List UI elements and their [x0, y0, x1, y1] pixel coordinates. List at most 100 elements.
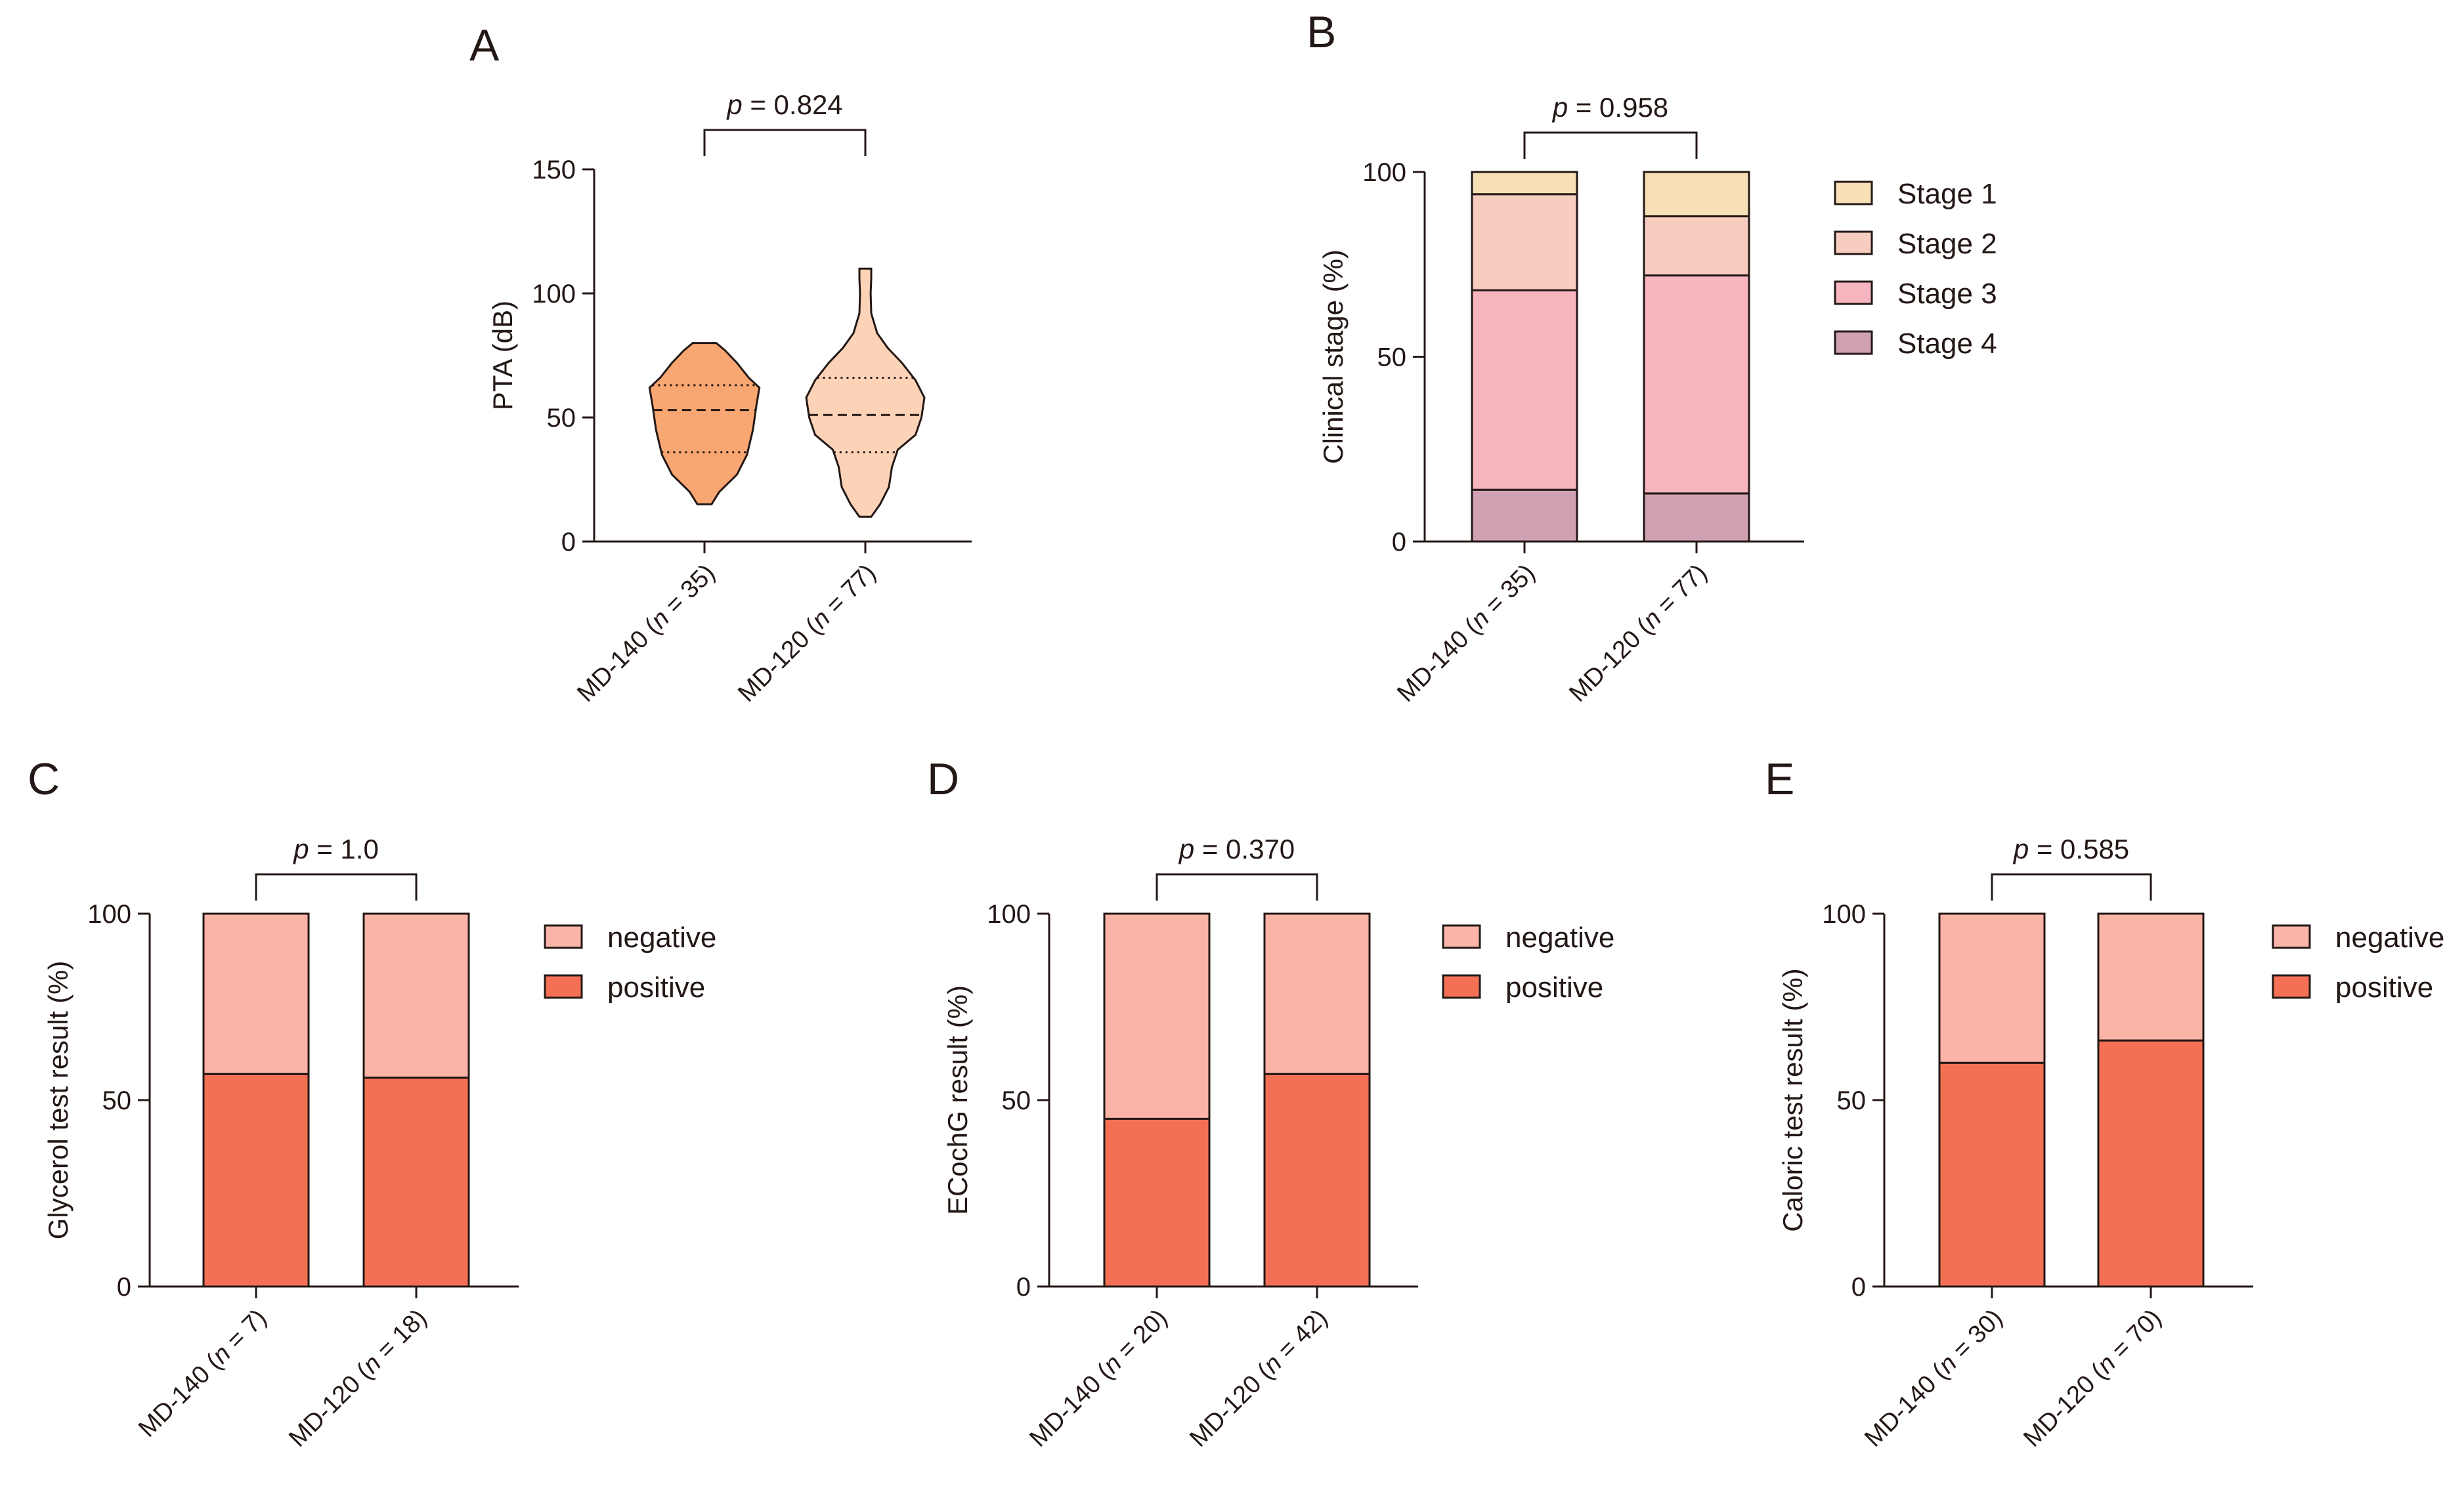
- y-tick-label: 100: [1362, 158, 1406, 187]
- category-suffix: = 42): [1268, 1304, 1333, 1369]
- bar-segment-stage-2: [1643, 215, 1750, 277]
- y-tick-label: 50: [547, 404, 576, 433]
- bar-segment-negative: [1103, 912, 1211, 1120]
- significance-bracket: [1523, 131, 1698, 159]
- y-tick-label: 100: [987, 900, 1031, 929]
- legend-label: Stage 1: [1897, 178, 1997, 210]
- bar-segment-negative: [1938, 912, 2046, 1064]
- bar-segment-stage-1: [1471, 171, 1578, 196]
- x-category-label: MD-120 (n = 77): [733, 559, 881, 708]
- legend-swatch-positive: [2272, 974, 2311, 999]
- y-tick-label: 0: [1392, 528, 1406, 557]
- panel-b: B 0 50 100 Clinical stage (%) MD-140 (n = 35)…: [1307, 7, 1997, 708]
- violin-md-120: [805, 267, 926, 518]
- y-tick-label: 100: [532, 280, 576, 309]
- y-axis-title: Glycerol test result (%): [43, 961, 74, 1240]
- significance-bracket: [1156, 873, 1318, 901]
- category-suffix: = 18): [367, 1304, 432, 1369]
- y-axis-title: Caloric test result (%): [1777, 968, 1808, 1231]
- bar-segment-stage-3: [1471, 289, 1578, 491]
- category-prefix: MD-140 (: [572, 614, 665, 708]
- bar-segment-stage-2: [1471, 193, 1578, 291]
- bar-segment-positive: [362, 1076, 470, 1288]
- p-symbol: p: [1551, 92, 1568, 123]
- bar-segment-stage-1: [1643, 171, 1750, 218]
- legend-label: positive: [1505, 971, 1603, 1004]
- violin-md-140: [648, 342, 761, 505]
- category-prefix: MD-120 (: [284, 1359, 377, 1453]
- y-tick-label: 0: [1851, 1273, 1866, 1302]
- legend-label: Stage 4: [1897, 328, 1997, 360]
- bar-segment-stage-4: [1643, 492, 1750, 543]
- legend-swatch-positive: [1442, 974, 1481, 999]
- category-prefix: MD-140 (: [1024, 1359, 1117, 1453]
- legend-swatch-negative: [1442, 924, 1481, 949]
- panel-letter: B: [1307, 7, 1336, 57]
- y-axis-title: PTA (dB): [487, 301, 518, 410]
- bar-segment-positive: [1103, 1117, 1211, 1288]
- y-tick-label: 50: [1002, 1086, 1031, 1115]
- y-axis-title: ECochG result (%): [942, 985, 973, 1215]
- x-category-label: MD-140 (n = 30): [1859, 1304, 2008, 1453]
- y-tick-label: 0: [1016, 1273, 1031, 1302]
- p-symbol: p: [292, 834, 309, 864]
- y-tick-label: 100: [87, 900, 131, 929]
- legend-label: Stage 3: [1897, 278, 1997, 310]
- bar-segment-positive: [2097, 1039, 2205, 1288]
- category-suffix: = 30): [1943, 1304, 2008, 1369]
- panel-e: E 0 50 100 Caloric test result (%) MD-140 (n …: [1765, 754, 2444, 1453]
- legend-label: positive: [2335, 971, 2433, 1004]
- y-tick-label: 0: [117, 1273, 131, 1302]
- panel-letter: E: [1765, 754, 1794, 804]
- category-suffix: = 77): [816, 559, 881, 624]
- y-tick-label: 50: [1837, 1086, 1867, 1115]
- bar-segment-positive: [1263, 1073, 1371, 1288]
- panel-d: D 0 50 100 ECochG result (%) MD-140 (n = 20)M…: [927, 754, 1614, 1453]
- x-category-label: MD-120 (n = 77): [1564, 559, 1712, 708]
- y-tick-label: 50: [102, 1086, 132, 1115]
- category-suffix: = 20): [1108, 1304, 1173, 1369]
- bar-segment-positive: [202, 1073, 310, 1288]
- legend-swatch-stage-3: [1834, 280, 1873, 305]
- category-prefix: MD-140 (: [133, 1350, 227, 1443]
- p-value-label: p = 0.958: [1551, 92, 1668, 123]
- x-category-label: MD-140 (n = 35): [572, 559, 720, 708]
- category-suffix: = 77): [1647, 559, 1712, 624]
- bar-segment-negative: [202, 912, 310, 1075]
- y-tick-label: 150: [532, 156, 576, 184]
- panel-letter: A: [469, 20, 500, 70]
- bar-segment-negative: [1263, 912, 1371, 1075]
- legend-label: positive: [607, 971, 705, 1004]
- p-value-text: = 0.824: [743, 89, 843, 120]
- x-category-label: MD-120 (n = 18): [284, 1304, 432, 1453]
- category-suffix: = 35): [655, 559, 720, 624]
- y-axis-title: Clinical stage (%): [1318, 249, 1349, 464]
- x-category-label: MD-140 (n = 7): [133, 1304, 272, 1443]
- legend-label: negative: [2335, 922, 2444, 954]
- legend-swatch-stage-2: [1834, 230, 1873, 255]
- category-prefix: MD-120 (: [1564, 614, 1657, 708]
- legend-label: negative: [1505, 922, 1614, 954]
- bar-segment-negative: [2097, 912, 2205, 1042]
- p-value-text: = 1.0: [309, 834, 379, 864]
- bar-segment-stage-3: [1643, 274, 1750, 495]
- significance-bracket: [255, 873, 418, 901]
- category-prefix: MD-140 (: [1392, 614, 1485, 708]
- p-value-label: p = 1.0: [292, 834, 379, 864]
- panel-letter: C: [28, 754, 60, 804]
- significance-bracket: [703, 129, 867, 156]
- bar-segment-stage-4: [1471, 488, 1578, 543]
- legend-swatch-negative: [2272, 924, 2311, 949]
- x-category-label: MD-140 (n = 35): [1392, 559, 1540, 708]
- significance-bracket: [1991, 873, 2152, 901]
- legend-label: negative: [607, 922, 716, 954]
- x-category-label: MD-120 (n = 42): [1184, 1304, 1333, 1453]
- category-prefix: MD-120 (: [2018, 1359, 2111, 1453]
- p-value-label: p = 0.585: [2012, 834, 2129, 864]
- category-suffix: = 35): [1475, 559, 1540, 624]
- p-value-text: = 0.370: [1194, 834, 1295, 864]
- legend-swatch-negative: [544, 924, 583, 949]
- y-tick-label: 100: [1822, 900, 1866, 929]
- p-symbol: p: [725, 89, 742, 120]
